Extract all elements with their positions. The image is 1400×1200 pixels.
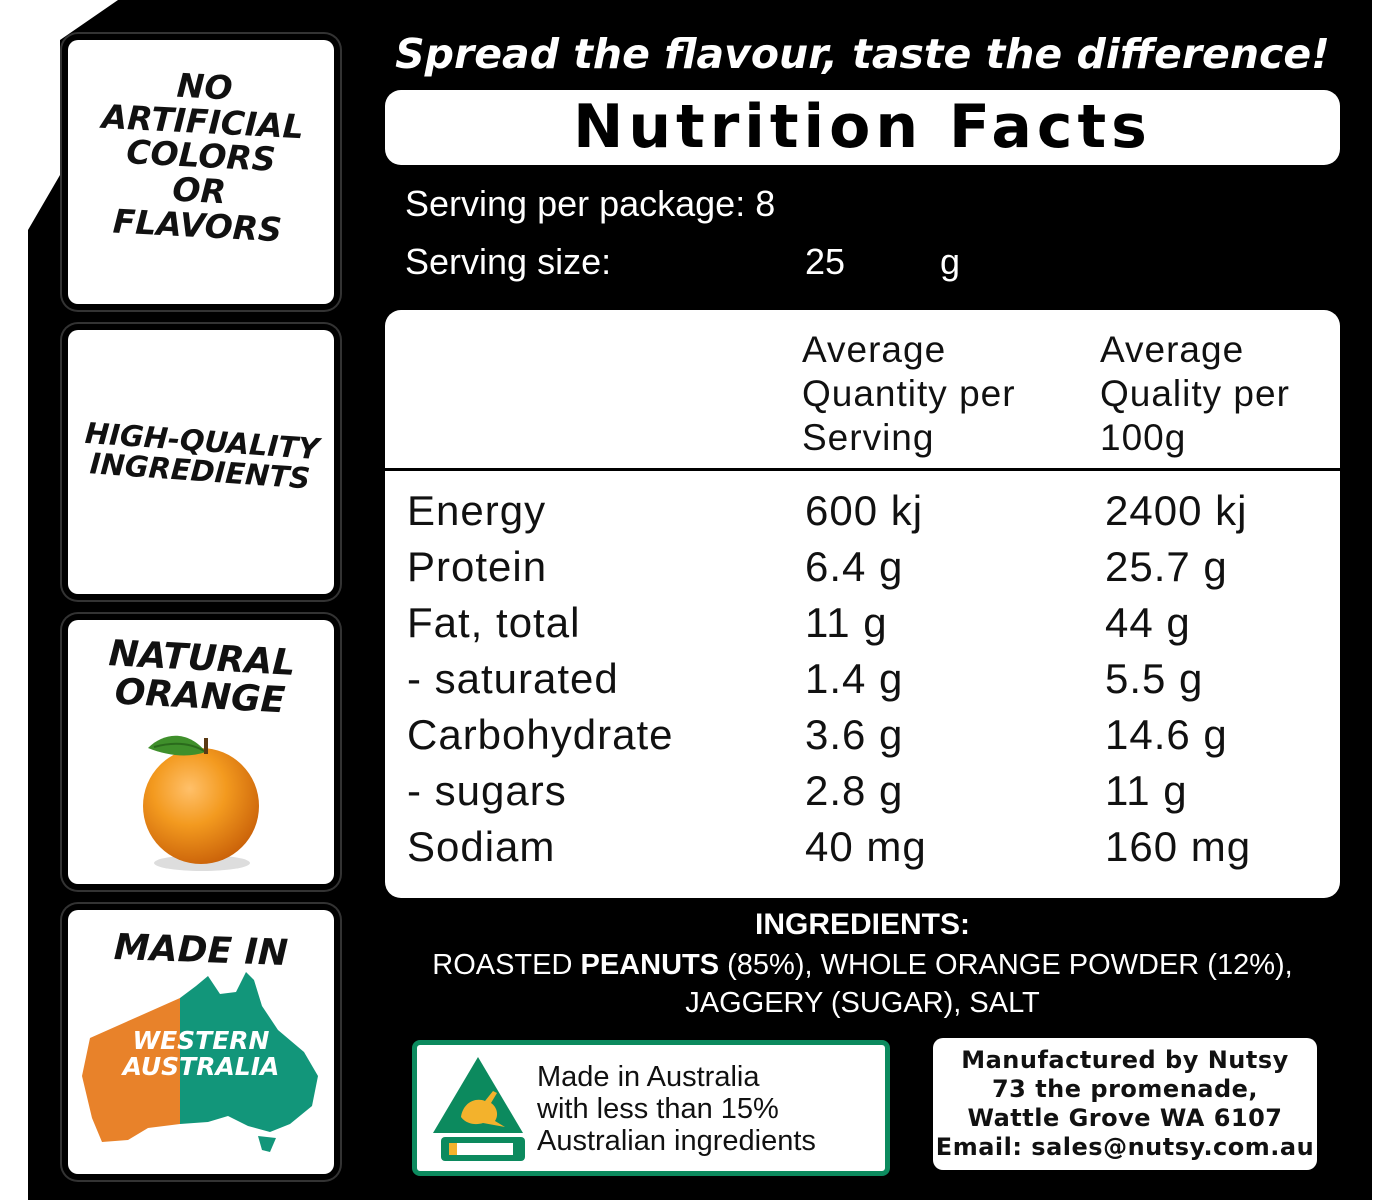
per-serving-value: 3.6 g (805, 711, 904, 758)
header-divider (385, 468, 1340, 471)
per-100g-value: 2400 kj (1105, 487, 1248, 534)
australia-map-icon (82, 972, 318, 1152)
per-100g-value: 25.7 g (1105, 543, 1228, 590)
header-per-100g: Average Quality per 100g (1100, 329, 1290, 458)
kangaroo-triangle-icon (433, 1057, 525, 1161)
ingredients-title: INGREDIENTS: (754, 908, 970, 941)
region-text: WESTERN AUSTRALIA (122, 1026, 280, 1082)
ingredients-prefix: ROASTED (432, 949, 581, 981)
serving-size: Serving size: 25 g (405, 241, 1005, 283)
table-row: Protein 6.4 g 25.7 g (385, 539, 1340, 595)
per-100g-value: 160 mg (1105, 823, 1252, 870)
nutrient-name: Carbohydrate (407, 711, 674, 758)
high-quality-text: HIGH-QUALITY INGREDIENTS (83, 415, 321, 497)
high-quality-badge: HIGH-QUALITY INGREDIENTS (68, 330, 334, 594)
per-100g-value: 44 g (1105, 599, 1191, 646)
made-in-australia-logo: Made in Australia with less than 15% Aus… (412, 1040, 890, 1176)
ingredients-line2: JAGGERY (SUGAR), SALT (685, 987, 1040, 1019)
ingredients-rest: (85%), WHOLE ORANGE POWDER (12%), (719, 949, 1293, 981)
nutrition-table: Average Quantity per Serving Average Qua… (385, 310, 1340, 898)
per-100g-value: 11 g (1105, 767, 1188, 814)
made-in-australia-text: Made in Australia with less than 15% Aus… (537, 1061, 816, 1157)
nutrient-name: Protein (407, 543, 548, 590)
title-box: Nutrition Facts (385, 90, 1340, 165)
slogan: Spread the flavour, taste the difference… (395, 30, 1330, 78)
header-per-serving: Average Quantity per Serving (802, 329, 1016, 458)
no-artificial-badge: NO ARTIFICIAL COLORS OR FLAVORS (68, 40, 334, 304)
serving-size-label: Serving size: (405, 241, 612, 282)
nutrient-name: Fat, total (407, 599, 581, 646)
table-row: Fat, total 11 g 44 g (385, 595, 1340, 651)
per-serving-value: 2.8 g (805, 767, 904, 814)
per-serving-value: 600 kj (805, 487, 924, 534)
manufacturer-box: Manufactured by Nutsy 73 the promenade, … (933, 1038, 1317, 1170)
ingredients-highlight: PEANUTS (580, 949, 720, 981)
nutrient-name: Sodiam (407, 823, 556, 870)
table-row: Sodiam 40 mg 160 mg (385, 819, 1340, 875)
nutrient-name: - sugars (407, 767, 567, 814)
natural-orange-badge: NATURAL ORANGE (68, 620, 334, 884)
serving-per-package-value: 8 (755, 183, 776, 224)
serving-size-value: 25 (805, 241, 846, 282)
per-serving-value: 6.4 g (805, 543, 904, 590)
orange-fruit-icon (143, 735, 259, 871)
serving-per-package: Serving per package: 8 (405, 183, 775, 225)
per-serving-value: 40 mg (805, 823, 927, 870)
manufacturer-text: Manufactured by Nutsy 73 the promenade, … (935, 1046, 1315, 1161)
nutrient-name: - saturated (407, 655, 619, 702)
table-row: Carbohydrate 3.6 g 14.6 g (385, 707, 1340, 763)
ingredients-text: ROASTED PEANUTS (85%), WHOLE ORANGE POWD… (385, 946, 1340, 1022)
nutrient-name: Energy (407, 487, 547, 534)
serving-size-unit: g (940, 241, 961, 282)
per-serving-value: 1.4 g (805, 655, 904, 702)
per-100g-value: 5.5 g (1105, 655, 1204, 702)
per-100g-value: 14.6 g (1105, 711, 1228, 758)
table-row: Energy 600 kj 2400 kj (385, 483, 1340, 539)
table-row: - saturated 1.4 g 5.5 g (385, 651, 1340, 707)
serving-per-package-label: Serving per package: (405, 183, 746, 224)
per-serving-value: 11 g (805, 599, 888, 646)
table-row: - sugars 2.8 g 11 g (385, 763, 1340, 819)
no-artificial-text: NO ARTIFICIAL COLORS OR FLAVORS (100, 65, 305, 249)
made-in-wa-badge: MADE IN WESTERN AUSTRALIA (68, 910, 334, 1174)
page-title: Nutrition Facts (573, 92, 1152, 162)
